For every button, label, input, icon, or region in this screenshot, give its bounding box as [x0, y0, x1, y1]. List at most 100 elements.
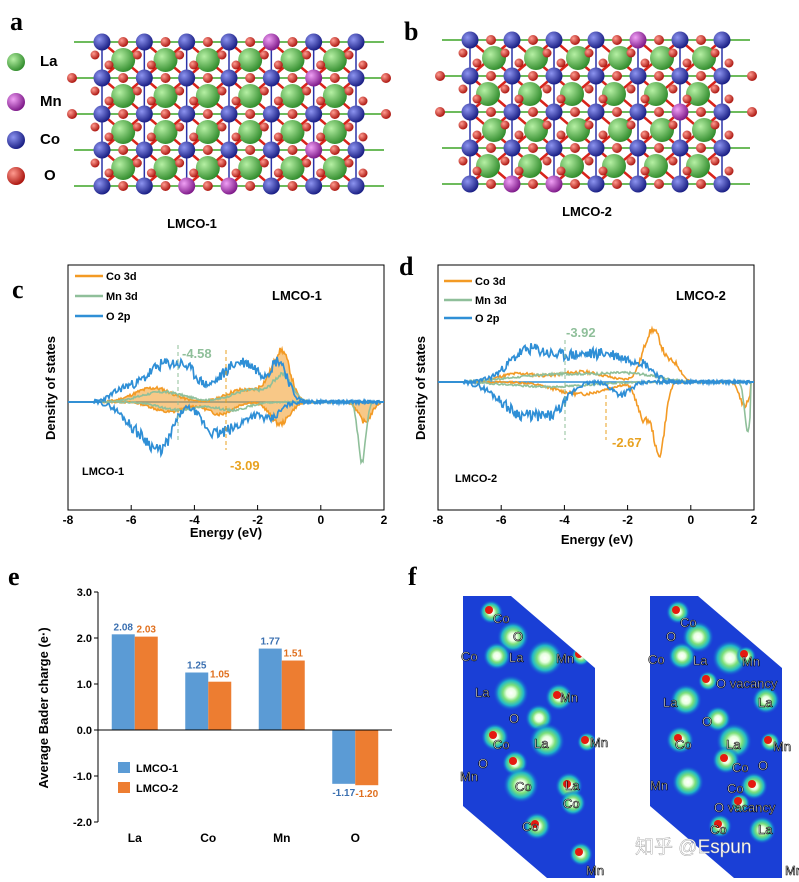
map-label: Co [732, 760, 749, 775]
o-atom [118, 73, 129, 83]
y-tick-label: 0.0 [77, 725, 92, 737]
y-tick-label: -1.0 [73, 771, 92, 783]
co-atom [545, 103, 563, 121]
o-atom [302, 86, 312, 96]
map-label: O [702, 714, 712, 729]
o-atom [472, 130, 482, 140]
o-atom [514, 58, 524, 68]
co-atom [178, 105, 196, 123]
o-atom [542, 156, 552, 166]
corner-label: LMCO-2 [455, 473, 497, 485]
la-atom [111, 156, 136, 180]
x-tick-label: -2 [252, 513, 263, 527]
density-core [531, 820, 539, 828]
plot-frame [67, 264, 385, 511]
la-atom [238, 156, 263, 180]
o-atom [90, 158, 100, 168]
density-spot [752, 686, 780, 714]
o-atom [160, 181, 171, 191]
o-atom [598, 166, 608, 176]
o-atom [612, 35, 622, 45]
o-atom [344, 50, 354, 60]
co-atom [503, 103, 521, 121]
density-spot [503, 767, 539, 803]
o-atom [612, 107, 622, 117]
o-atom [556, 130, 566, 140]
density-spot [483, 642, 511, 670]
density-core [740, 650, 748, 658]
o-atom [458, 120, 468, 130]
density-core [748, 780, 756, 788]
o-atom [626, 84, 636, 94]
co-atom [135, 69, 153, 87]
legend-co3d: Co 3d [475, 276, 506, 288]
o-atom [696, 35, 706, 45]
map-label: Co [493, 737, 510, 752]
crystal-structure-lmco-2 [435, 31, 757, 193]
atom-legend: La Mn Co O [7, 53, 62, 185]
bar-value-label: -1.17 [332, 788, 355, 799]
structure-caption-b: LMCO-2 [562, 204, 612, 219]
map-label: La [475, 685, 490, 700]
o-atom [612, 71, 622, 81]
co-atom [713, 67, 731, 85]
o-atom [132, 122, 142, 132]
x-tick-label: 0 [687, 513, 694, 527]
y-axis-label: Average Bader charge (e·) [36, 627, 51, 788]
co-atom [503, 31, 521, 49]
mn-atom [305, 69, 323, 87]
o-atom [217, 158, 227, 168]
o-atom [217, 122, 227, 132]
la-atom [280, 120, 305, 144]
watermark: 知乎 @Espun [635, 836, 751, 858]
o-atom [104, 168, 114, 178]
la-atom [524, 118, 548, 142]
o-atom [486, 179, 496, 189]
o-atom [316, 60, 326, 70]
o-atom [259, 50, 269, 60]
map-label: O [478, 756, 488, 771]
o-atom [724, 130, 734, 140]
legend-label-o: O [44, 167, 56, 184]
o-atom [500, 84, 510, 94]
mn-atom [671, 103, 689, 121]
o-atom [132, 158, 142, 168]
density-core [714, 820, 722, 828]
o-atom [344, 122, 354, 132]
la-atom [650, 118, 674, 142]
la-atom [153, 84, 178, 108]
bar-value-label: 2.08 [114, 622, 134, 633]
la-atom [111, 48, 136, 72]
o-atom [287, 109, 298, 119]
density-spot [529, 723, 565, 759]
x-tick-label: Co [200, 831, 216, 845]
o-atom [584, 84, 594, 94]
o-atom [626, 156, 636, 166]
bader-charge-bar-chart: Average Bader charge (e·) LMCO-1 LMCO-2 … [36, 587, 392, 845]
o-atom [175, 50, 185, 60]
co-atom [135, 141, 153, 159]
o-atom [273, 168, 283, 178]
o-atom [500, 156, 510, 166]
co-atom [671, 139, 689, 157]
co-atom [178, 69, 196, 87]
mn-atom [178, 177, 196, 195]
annotation-co: -2.67 [612, 435, 642, 450]
o-atom [696, 107, 706, 117]
la-atom [322, 84, 347, 108]
density-core [575, 848, 583, 856]
mn-atom-icon [7, 93, 25, 111]
legend-swatch-lmco-2 [118, 782, 130, 793]
x-axis-label: Energy (eV) [561, 532, 633, 547]
map-label: Mn [773, 739, 791, 754]
la-atom [692, 118, 716, 142]
map-label: Mn [460, 769, 478, 784]
x-tick-label: La [128, 831, 142, 845]
crystal-structure-lmco-1 [67, 33, 391, 195]
o-atom [287, 145, 298, 155]
o-atom [231, 60, 241, 70]
o2p-up-curve [438, 343, 754, 387]
o-atom [146, 168, 156, 178]
x-axis-ticks: -8 -6 -4 -2 0 2 [433, 505, 758, 527]
